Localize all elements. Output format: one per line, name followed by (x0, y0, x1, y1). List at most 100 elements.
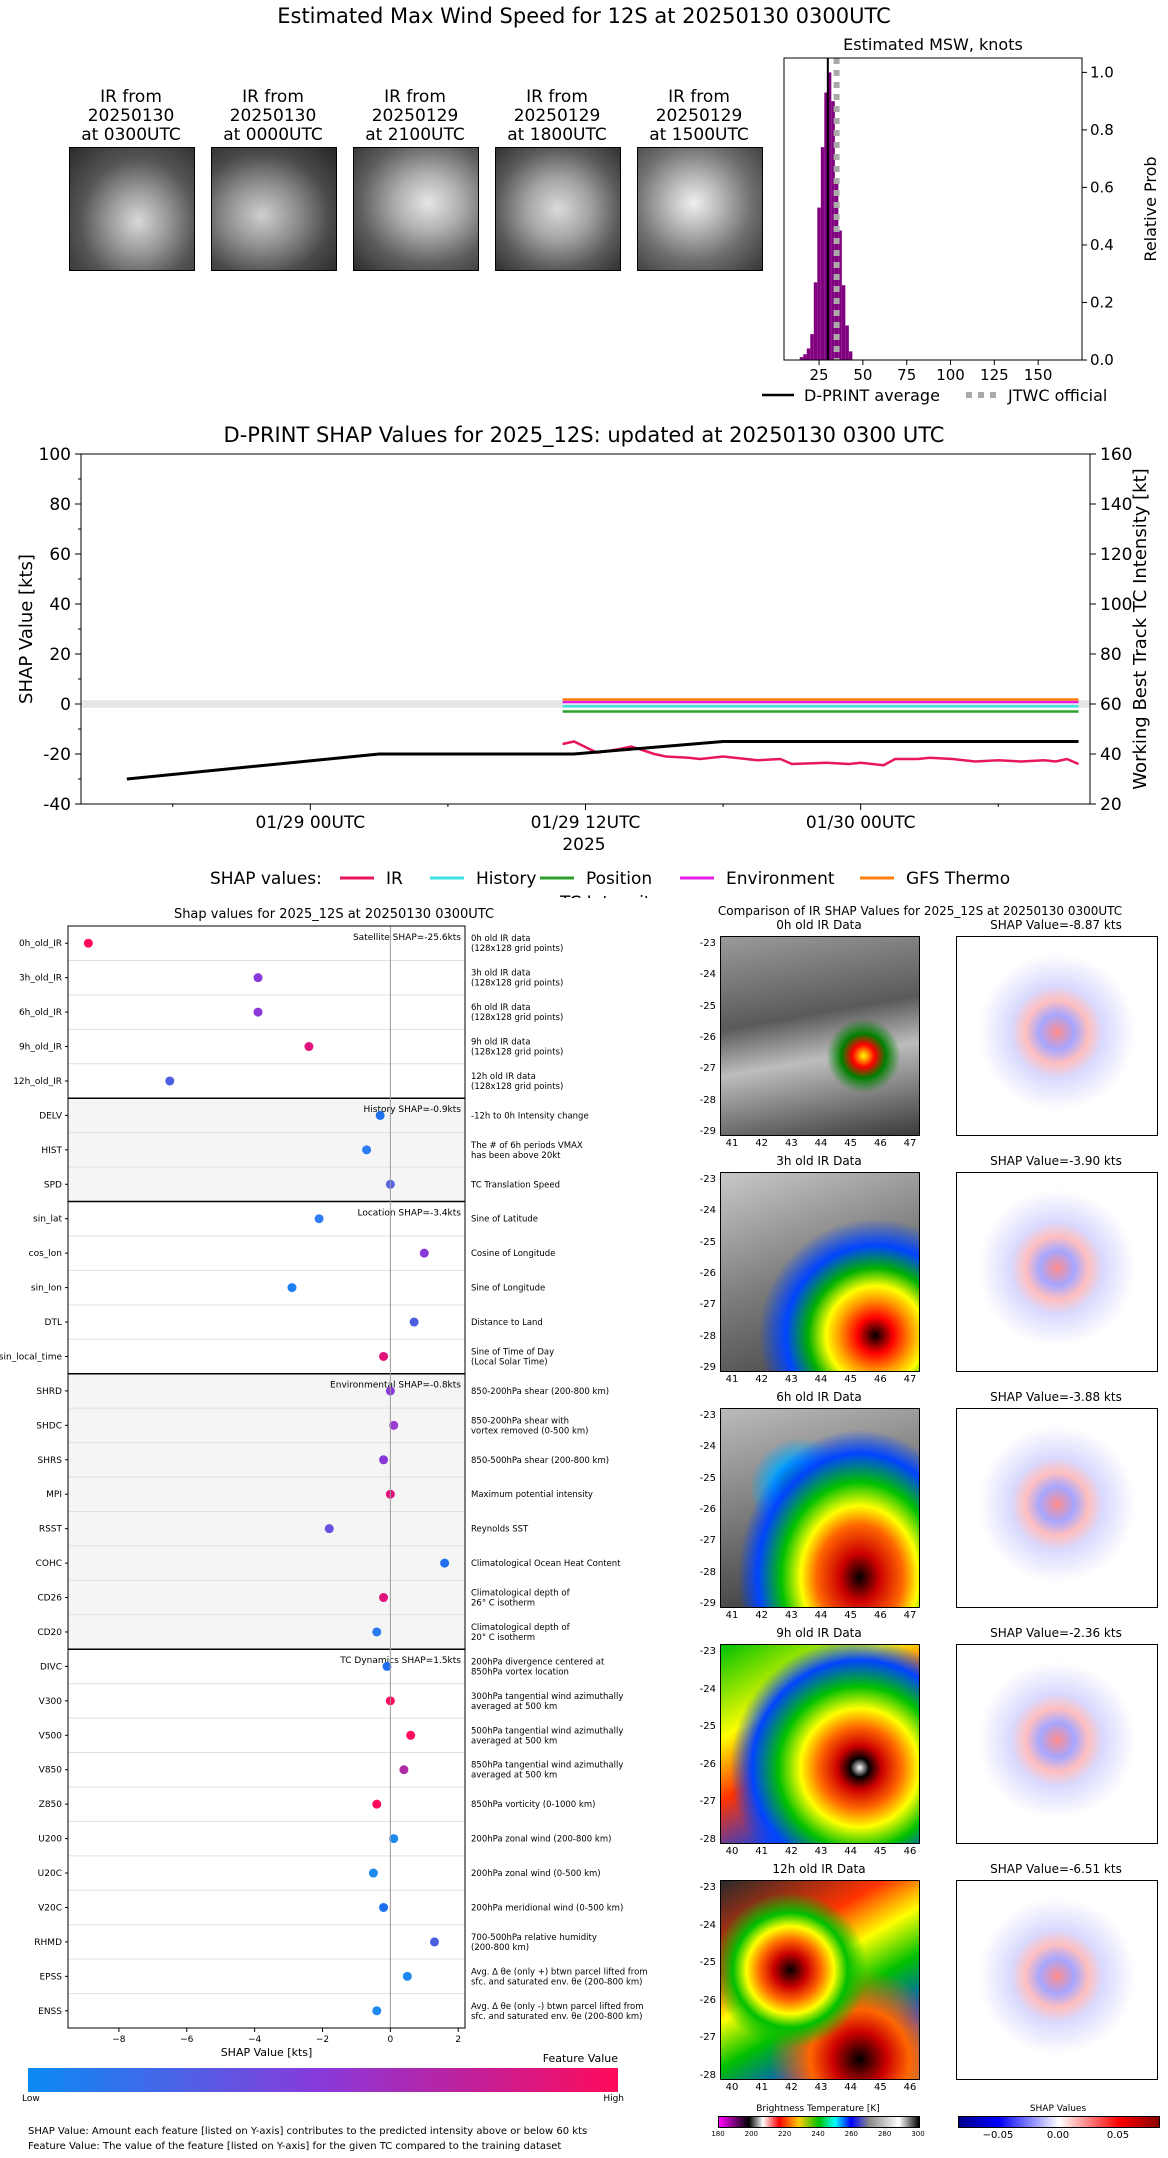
ir-x-tick-label: 42 (784, 2082, 798, 2093)
y-tick-label: 0 (60, 695, 71, 715)
ir-x-tick-label: 40 (725, 2082, 739, 2093)
y-tick-label: 0.6 (1090, 178, 1114, 196)
feature-description: Distance to Land (471, 1318, 543, 1328)
ir-thumb-title: IR from 20250130 at 0000UTC (203, 88, 343, 145)
ir-x-tick-label: 40 (725, 1846, 739, 1857)
feature-description: has been above 20kt (471, 1151, 561, 1161)
ir-thumb-title-line: 20250130 (87, 106, 175, 126)
histogram-bar (848, 351, 853, 360)
legend-label: Environment (726, 869, 835, 889)
ir-x-tick-label: 44 (814, 1610, 828, 1621)
ir-compare-title: Comparison of IR SHAP Values for 2025_12… (717, 904, 1123, 918)
ir-thumb-title-line: at 1500UTC (649, 125, 749, 145)
group-band (68, 926, 465, 1099)
ir-compare-shap-title: SHAP Value=-3.88 kts (990, 1390, 1122, 1404)
ir-thumbnail-image (495, 147, 621, 271)
legend-label: IR (386, 869, 403, 889)
shap-point (419, 1248, 429, 1258)
shap-point (83, 938, 93, 948)
shap-point (399, 1765, 409, 1775)
ir-y-tick-label: -23 (699, 938, 716, 949)
colorbar-title: Feature Value (542, 2052, 618, 2065)
ir-thumb-title-line: 20250129 (513, 106, 601, 126)
feature-description: 0h old IR data (471, 934, 530, 944)
feature-description: 700-500hPa relative humidity (471, 1933, 597, 1943)
feature-name: Z850 (39, 1800, 63, 1810)
ir-x-tick-label: 47 (903, 1374, 917, 1385)
colorbar-low: Low (22, 2094, 40, 2104)
ir-thumbnail-image (637, 147, 763, 271)
feature-description: (Local Solar Time) (471, 1357, 548, 1367)
ir-x-tick-label: 45 (844, 1610, 858, 1621)
histogram-bar (803, 354, 807, 360)
feature-name: RSST (39, 1525, 63, 1535)
ir-thumb-title-line: at 2100UTC (365, 125, 465, 145)
y-tick-label: 60 (49, 545, 71, 565)
y2-tick-label: 60 (1100, 695, 1122, 715)
ir-x-tick-label: 46 (873, 1374, 887, 1385)
y2-tick-label: 160 (1100, 445, 1132, 465)
feature-description: 500hPa tangential wind azimuthally (471, 1726, 623, 1736)
group-label: Location SHAP=-3.4kts (357, 1209, 461, 1219)
bt-colorbar-title: Brightness Temperature [K] (756, 2104, 880, 2114)
histogram-title: Estimated MSW, knots (843, 35, 1023, 54)
feature-xlabel: SHAP Value [kts] (221, 2046, 313, 2058)
histogram-bar (824, 92, 828, 360)
feature-description: 26° C isotherm (471, 1599, 535, 1609)
ir-y-tick-label: -28 (699, 1834, 716, 1845)
ir-x-tick-label: 45 (873, 2082, 887, 2093)
feature-name: HIST (41, 1146, 62, 1156)
shap-point (379, 1902, 389, 1912)
ir-x-tick-label: 46 (903, 1846, 917, 1857)
ir-x-tick-label: 41 (725, 1374, 739, 1385)
footnote-feature: Feature Value: The value of the feature … (28, 2141, 562, 2152)
zero-band (81, 700, 1090, 708)
ir-thumb-title-line: IR from (384, 87, 446, 107)
ir-compare-ir-image (720, 1644, 920, 1844)
feature-name: SPD (44, 1180, 62, 1190)
shap-point (389, 1834, 399, 1844)
group-label: Environmental SHAP=-0.8kts (330, 1381, 461, 1391)
histogram-bar (838, 230, 842, 360)
ir-x-tick-label: 41 (755, 1846, 769, 1857)
ir-x-tick-label: 42 (755, 1138, 769, 1149)
ir-x-tick-label: 45 (844, 1138, 858, 1149)
histogram-bar (813, 282, 818, 360)
ir-compare-shap-image (956, 1644, 1158, 1844)
shap-point (253, 1007, 263, 1017)
ir-x-tick-label: 43 (814, 1846, 828, 1857)
ir-compare-shap-image (956, 1880, 1158, 2080)
legend-label: History (476, 869, 536, 889)
group-band (68, 1201, 465, 1374)
feature-description: 300hPa tangential wind azimuthally (471, 1692, 623, 1702)
ir-y-tick-label: -26 (699, 1994, 716, 2006)
ir-y-tick-label: -24 (699, 969, 716, 981)
feature-description: 3h old IR data (471, 969, 530, 979)
shap-point (389, 1420, 399, 1430)
feature-name: CD26 (37, 1594, 62, 1604)
x-tick-label: −4 (248, 2035, 262, 2045)
feature-description: Reynolds SST (471, 1525, 529, 1535)
legend-label: GFS Thermo (906, 869, 1010, 889)
feature-description: (128x128 grid points) (471, 1082, 563, 1092)
ir-compare-shap-title: SHAP Value=-3.90 kts (990, 1154, 1122, 1168)
shap-point (165, 1076, 175, 1086)
y2-tick-label: 120 (1100, 545, 1132, 565)
ir-y-tick-label: -25 (699, 1472, 716, 1484)
ir-x-tick-label: 43 (784, 1374, 798, 1385)
ir-compare-shap-image (956, 1172, 1158, 1372)
feature-description: The # of 6h periods VMAX (470, 1141, 583, 1151)
x-tick-label: 25 (810, 366, 829, 384)
y-tick-label: -20 (43, 745, 71, 765)
ir-x-tick-label: 42 (755, 1374, 769, 1385)
ir-compare-shap-image (956, 1408, 1158, 1608)
bt-tick-label: 220 (777, 2130, 792, 2138)
y2-tick-label: 100 (1100, 595, 1132, 615)
y-tick-label: 0.8 (1090, 121, 1114, 139)
ir-y-tick-label: -27 (699, 1535, 716, 1547)
x-tick-label: 2 (455, 2035, 461, 2045)
ir-x-tick-label: 43 (784, 1138, 798, 1149)
feature-chart-title: Shap values for 2025_12S at 20250130 030… (174, 907, 494, 922)
x-tick-label: −8 (112, 2035, 126, 2045)
ir-compare-ir-image (720, 1408, 920, 1608)
